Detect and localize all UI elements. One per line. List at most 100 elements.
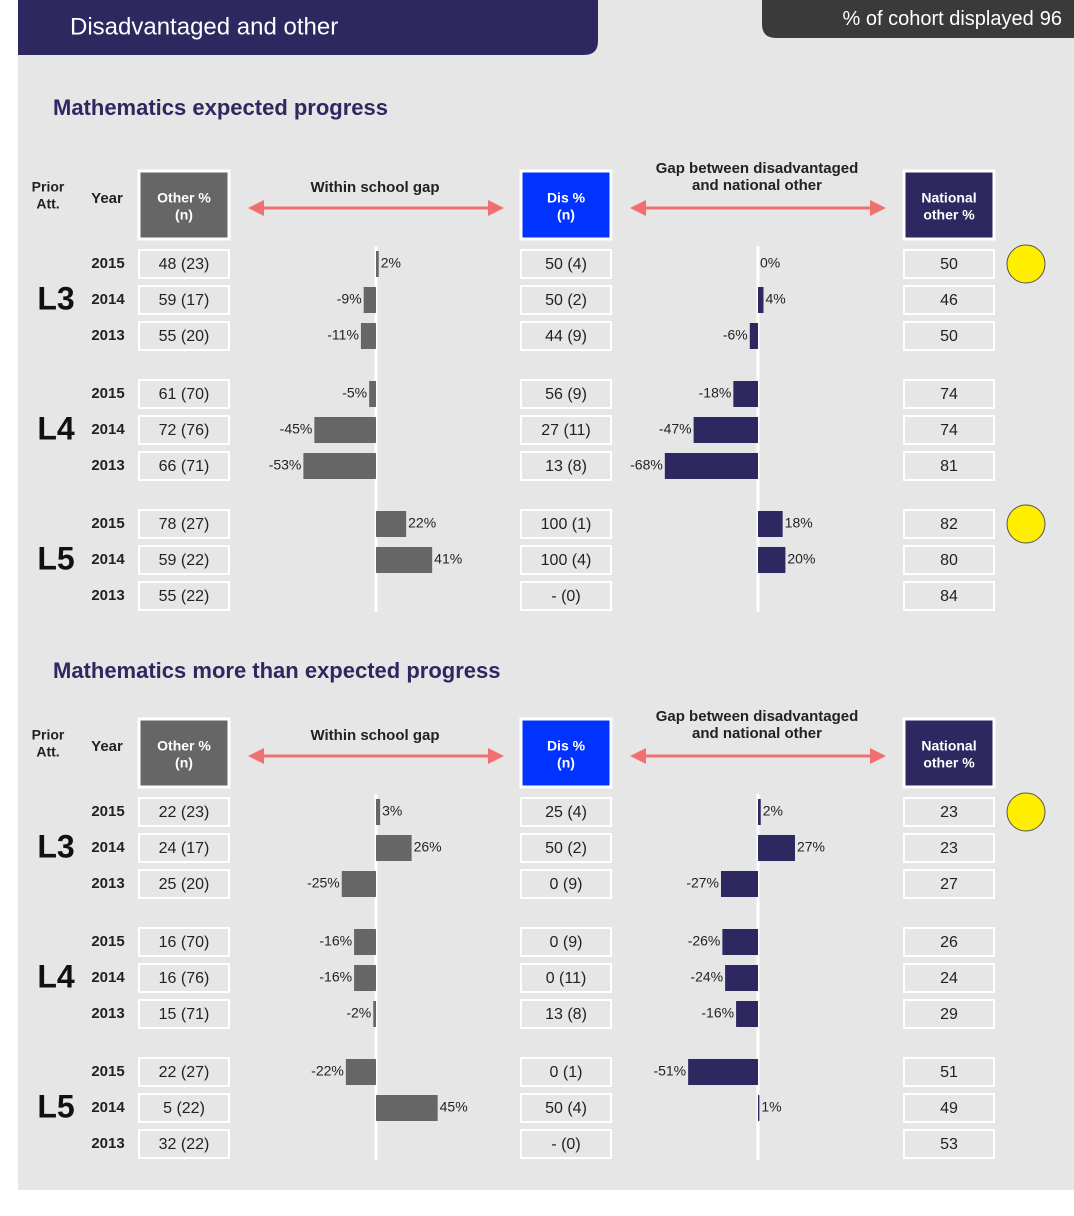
cell-value: 44 (9) [545, 328, 587, 345]
cell [520, 451, 612, 481]
cell-value: 0 (9) [550, 876, 583, 893]
cell [903, 415, 995, 445]
cell [138, 963, 230, 993]
cell-value: 24 [940, 970, 958, 987]
cell-value: 100 (4) [541, 552, 592, 569]
group-label: L3 [37, 828, 74, 864]
gap-label: -26% [688, 933, 721, 949]
cell [520, 1129, 612, 1159]
cell [520, 249, 612, 279]
cell-value: 23 [940, 840, 958, 857]
gap-label: -5% [342, 385, 367, 401]
cell-value: 59 (22) [159, 552, 210, 569]
gap-bar [758, 511, 783, 537]
cell-value: 13 (8) [545, 458, 587, 475]
cell [903, 999, 995, 1029]
within-gap-header: Within school gap [310, 179, 439, 196]
year: 2014 [91, 839, 125, 856]
year: 2013 [91, 457, 124, 474]
year: 2013 [91, 1005, 124, 1022]
gap-label: 0% [760, 255, 780, 271]
cell [138, 581, 230, 611]
cell-value: 48 (23) [159, 256, 210, 273]
gap-bar [725, 965, 758, 991]
cell [138, 451, 230, 481]
year: 2014 [91, 291, 125, 308]
column-header: other % [923, 207, 975, 223]
cell-value: 13 (8) [545, 1006, 587, 1023]
cell [520, 999, 612, 1029]
column-header: National [921, 738, 976, 754]
gap-bar [758, 1095, 760, 1121]
column-header: (n) [175, 207, 193, 223]
national-gap-header: and national other [692, 725, 822, 742]
cell [138, 379, 230, 409]
gap-bar [693, 417, 758, 443]
cell [903, 285, 995, 315]
cell [903, 581, 995, 611]
gap-bar [758, 287, 764, 313]
gap-bar [373, 1001, 376, 1027]
gap-bar [688, 1059, 758, 1085]
cell [138, 869, 230, 899]
gap-label: 22% [408, 515, 436, 531]
cell-value: 25 (20) [159, 876, 210, 893]
gap-label: 41% [434, 551, 462, 567]
cell [138, 833, 230, 863]
gap-bar [376, 835, 412, 861]
gap-bar [664, 453, 758, 479]
cell [903, 1057, 995, 1087]
section-title: Mathematics more than expected progress [53, 658, 500, 683]
gap-label: 1% [761, 1099, 781, 1115]
cell [903, 869, 995, 899]
gap-bar [758, 835, 795, 861]
cell [520, 581, 612, 611]
cell-value: 50 (2) [545, 292, 587, 309]
cell-value: 50 (4) [545, 256, 587, 273]
gap-label: 18% [785, 515, 813, 531]
gap-bar [360, 323, 376, 349]
cell [903, 1129, 995, 1159]
gap-label: 4% [765, 291, 785, 307]
prior-header: Prior [32, 727, 65, 743]
gap-label: 27% [797, 839, 825, 855]
gap-bar [376, 511, 407, 537]
cell-value: 16 (70) [159, 934, 210, 951]
cell-value: 22 (23) [159, 804, 210, 821]
gap-label: 2% [763, 803, 783, 819]
year: 2015 [91, 385, 124, 402]
cell-value: 0 (11) [546, 970, 587, 987]
cell-value: 29 [940, 1006, 958, 1023]
column-header: Dis % [547, 738, 586, 754]
year-header: Year [91, 190, 123, 207]
cell [138, 509, 230, 539]
cell-value: 16 (76) [159, 970, 210, 987]
cohort-tab [762, 0, 1074, 38]
cohort-label: % of cohort displayed [843, 8, 1034, 30]
year: 2015 [91, 933, 124, 950]
gap-label: 26% [414, 839, 442, 855]
title-bar [18, 0, 598, 55]
cell [138, 999, 230, 1029]
gap-label: -9% [337, 291, 362, 307]
cell-value: 74 [940, 386, 958, 403]
year: 2013 [91, 875, 124, 892]
cell-value: 0 (9) [550, 934, 583, 951]
gap-bar [758, 547, 786, 573]
cell-value: 55 (22) [159, 588, 210, 605]
gap-label: -68% [630, 457, 663, 473]
cell-value: - (0) [551, 588, 580, 605]
year: 2014 [91, 551, 125, 568]
cell [138, 321, 230, 351]
cell-value: 0 (1) [550, 1064, 583, 1081]
cell-value: 27 [940, 876, 958, 893]
gap-bar [354, 965, 376, 991]
national-gap-header: Gap between disadvantaged [656, 160, 859, 177]
gap-bar [341, 871, 376, 897]
gap-bar [758, 799, 761, 825]
flag [1006, 504, 1046, 544]
cell [138, 1129, 230, 1159]
cell-value: 5 (22) [163, 1100, 205, 1117]
group-label: L5 [37, 540, 74, 576]
gap-bar [736, 1001, 758, 1027]
